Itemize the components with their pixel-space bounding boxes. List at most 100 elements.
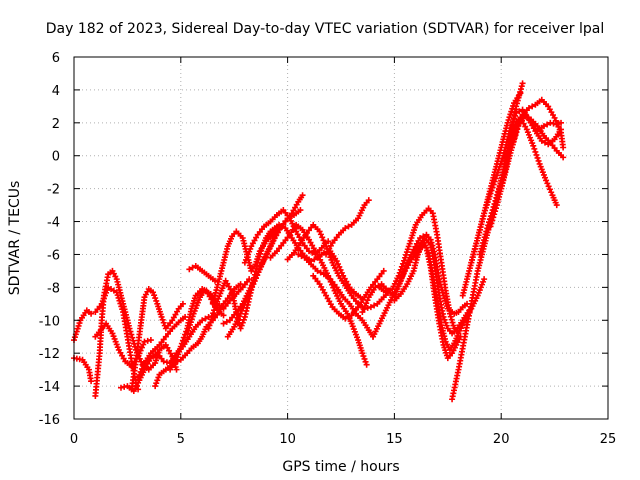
data-point (395, 272, 402, 279)
data-point (135, 386, 142, 393)
data-point (188, 316, 195, 323)
data-point (512, 112, 519, 119)
data-point (509, 141, 516, 148)
data-series-arc28 (412, 239, 488, 353)
data-point (476, 251, 483, 258)
series-layer (71, 80, 567, 403)
data-point (493, 205, 500, 212)
data-point (443, 322, 450, 329)
data-point (403, 249, 410, 256)
data-point (299, 192, 306, 199)
data-point (538, 137, 545, 144)
data-point (541, 139, 548, 146)
data-point (406, 240, 413, 247)
data-point (480, 239, 487, 246)
data-point (513, 129, 520, 136)
data-point (399, 260, 406, 267)
x-axis-label: GPS time / hours (282, 459, 399, 475)
y-tick-label: 2 (52, 117, 60, 132)
data-point (402, 251, 409, 258)
data-point (512, 132, 519, 139)
data-point (117, 300, 124, 307)
data-point (365, 197, 372, 204)
data-point (524, 114, 531, 121)
data-point (489, 217, 496, 224)
data-point (519, 80, 526, 87)
data-series-arc8 (135, 313, 189, 381)
y-tick-label: -2 (47, 183, 60, 198)
data-point (491, 178, 498, 185)
data-point (147, 337, 154, 344)
data-point (401, 257, 408, 264)
data-point (163, 359, 170, 366)
data-point (493, 172, 500, 179)
data-point (186, 266, 193, 273)
data-point (118, 303, 125, 310)
data-point (189, 264, 196, 271)
data-point (184, 330, 191, 337)
data-point (141, 338, 148, 345)
data-point (211, 307, 218, 314)
data-point (179, 300, 186, 307)
data-point (220, 320, 227, 327)
data-point (482, 207, 489, 214)
data-point (209, 313, 216, 320)
data-point (309, 249, 316, 256)
data-point (477, 248, 484, 255)
data-point (488, 220, 495, 227)
y-tick-label: -16 (39, 413, 60, 428)
data-point (187, 319, 194, 326)
data-point (240, 316, 247, 323)
y-tick-label: -12 (39, 347, 60, 362)
data-point (492, 175, 499, 182)
data-point (204, 289, 211, 296)
data-point (117, 384, 124, 391)
data-point (531, 145, 538, 152)
data-point (238, 322, 245, 329)
y-tick-label: 4 (52, 84, 60, 99)
data-point (153, 380, 160, 387)
data-point (160, 319, 167, 326)
data-point (342, 315, 349, 322)
data-point (75, 322, 82, 329)
data-point (487, 223, 494, 230)
data-point (130, 337, 137, 344)
data-point (448, 316, 455, 323)
data-point (440, 313, 447, 320)
data-point (317, 269, 324, 276)
data-point (297, 207, 304, 214)
data-point (450, 322, 457, 329)
data-point (276, 221, 283, 228)
data-point (199, 317, 206, 324)
data-series-arc16 (224, 192, 306, 340)
y-tick-label: -4 (47, 216, 60, 231)
data-point (447, 313, 454, 320)
data-point (508, 144, 515, 151)
data-point (207, 319, 214, 326)
data-point (88, 310, 95, 317)
data-point (189, 313, 196, 320)
data-point (540, 123, 547, 130)
data-series-arc21 (295, 251, 377, 340)
chart-title: Day 182 of 2023, Sidereal Day-to-day VTE… (46, 21, 604, 37)
data-point (488, 187, 495, 194)
y-tick-label: 0 (52, 150, 60, 165)
data-point (553, 202, 560, 209)
data-point (74, 325, 81, 332)
data-point (144, 337, 151, 344)
data-point (404, 246, 411, 253)
data-point (185, 327, 192, 334)
data-point (514, 126, 521, 133)
data-point (558, 119, 565, 126)
y-tick-label: -6 (47, 248, 60, 263)
data-point (246, 276, 253, 283)
data-point (311, 256, 318, 263)
data-point (446, 310, 453, 317)
data-point (179, 337, 186, 344)
data-point (484, 225, 491, 232)
data-point (127, 328, 134, 335)
data-point (507, 111, 514, 118)
data-point (560, 154, 567, 161)
data-point (126, 325, 133, 332)
data-point (71, 334, 78, 341)
